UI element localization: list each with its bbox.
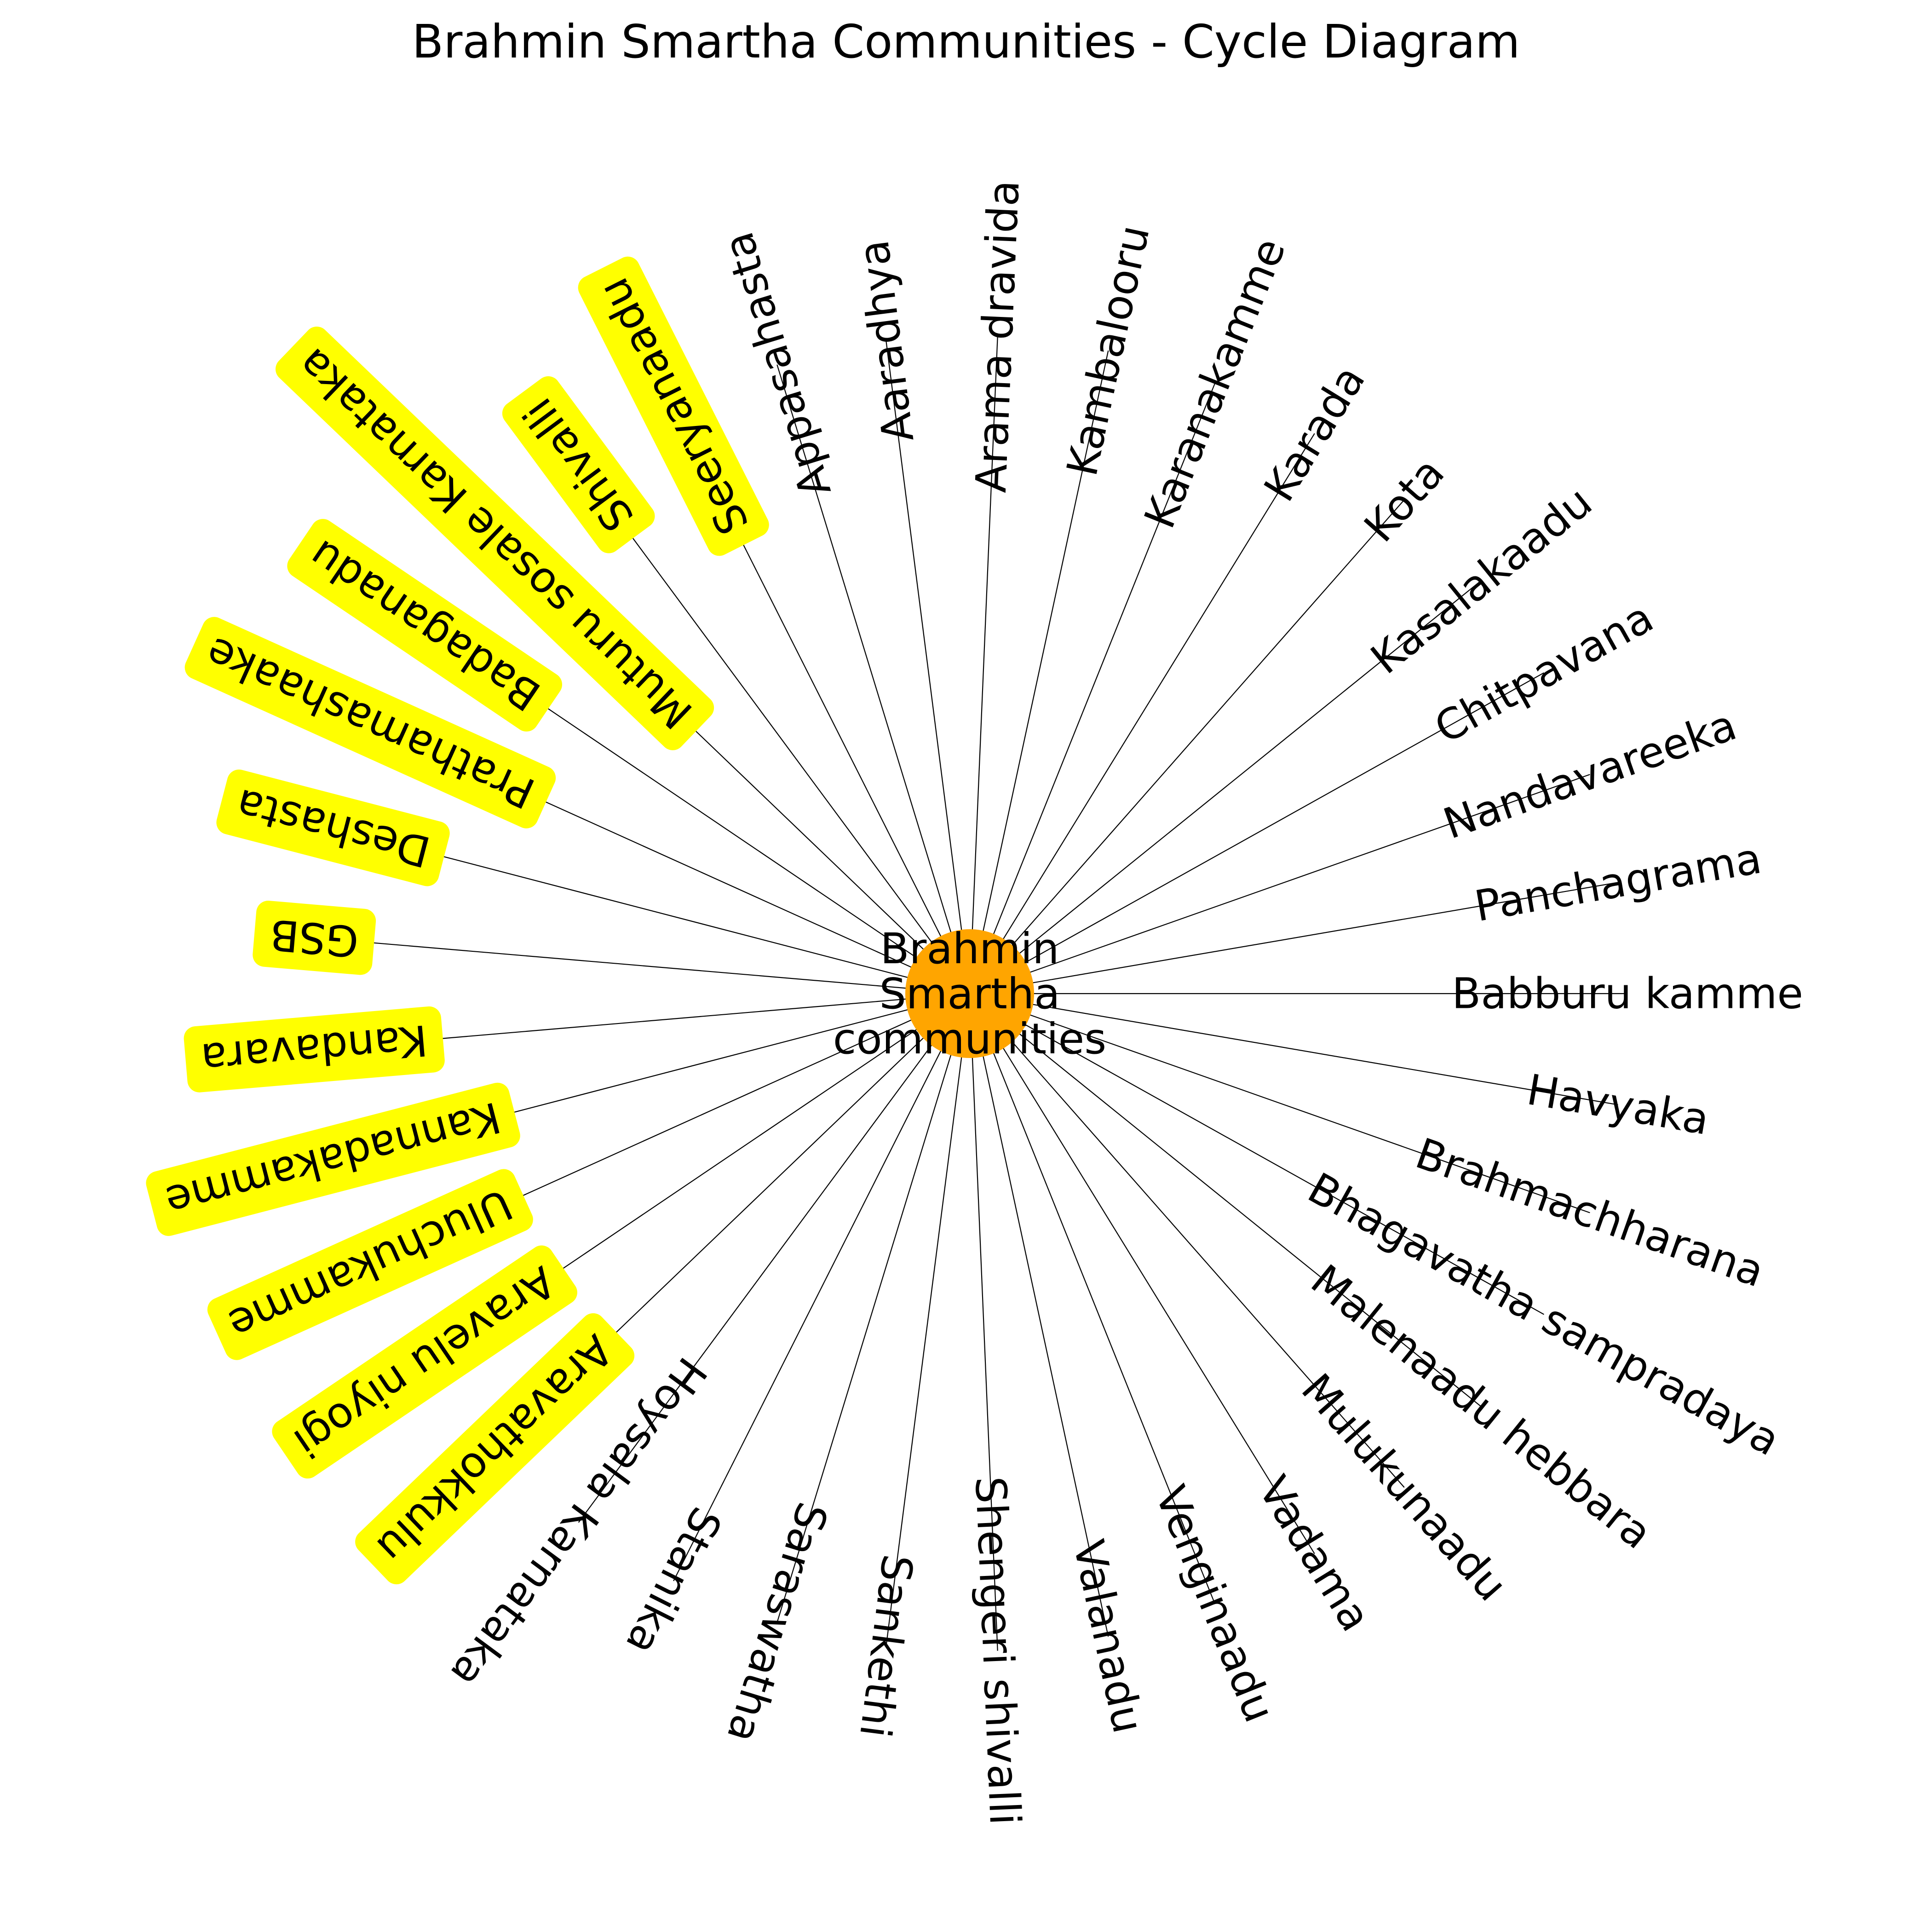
highlight-box-aravathokkulu [355, 1313, 635, 1585]
spoke-appasahasta [776, 364, 971, 994]
spoke-karada [969, 433, 1315, 994]
spoke-shivalli [578, 464, 970, 994]
highlight-box-prathamashaake [184, 617, 556, 828]
node-aaradhya: Aaradhya [849, 237, 923, 445]
highlight-box-deshasta [216, 769, 450, 886]
node-panchagrama: Panchagrama [1471, 834, 1765, 931]
spoke-karanakamme [969, 383, 1216, 994]
label-panchagrama: Panchagrama [1471, 834, 1765, 931]
node-vadama: Vadama [1248, 1468, 1380, 1640]
spoke-shengeri-shivalli [969, 993, 998, 1651]
node-sankethi: Sankethi [850, 1552, 922, 1740]
spoke-venginaadu [969, 993, 1216, 1604]
spoke-kota [969, 499, 1405, 994]
center-label-line: communities [833, 1014, 1106, 1064]
highlight-box-gsb [253, 901, 376, 975]
spoke-stanika [673, 993, 970, 1581]
label-aaradhya: Aaradhya [849, 237, 923, 445]
spoke-sankethi [886, 993, 971, 1646]
spoke-chitpavana [969, 672, 1544, 994]
spoke-nandavareeka [969, 774, 1590, 995]
label-arama-dravida: Arama dravida [966, 179, 1029, 494]
node-valanadu: Valanadu [1064, 1536, 1153, 1737]
node-kota: Kota [1355, 448, 1454, 551]
node-havyaka: Havyaka [1524, 1065, 1713, 1144]
spoke-arama-dravida [969, 336, 998, 994]
label-shengeri-shivalli: Shengeri shivalli [966, 1475, 1029, 1826]
label-gsb: GSB [268, 909, 361, 966]
spoke-brahmachharana [969, 993, 1590, 1213]
diagram-title: Brahmin Smartha Communities - Cycle Diag… [412, 15, 1520, 69]
label-babburu-kamme: Babburu kamme [1452, 969, 1803, 1018]
node-kandavara: Kandavara [184, 1006, 445, 1092]
highlight-box-shivalli [502, 376, 655, 553]
spoke-kasalakaadu [969, 580, 1482, 994]
center-label: Brahmin Smartha communities [833, 924, 1106, 1064]
spoke-malenaadu-hebbara [969, 993, 1482, 1408]
label-stanika: Stanika [616, 1500, 731, 1662]
spoke-hoysala-karnataka [578, 993, 970, 1523]
label-kambalooru: Kambalooru [1058, 221, 1159, 480]
label-saraswatha: Saraswatha [717, 1497, 837, 1748]
node-saraswatha: Saraswatha [717, 1497, 837, 1748]
spoke-gsb [314, 937, 970, 995]
highlight-box-badaganadu [287, 519, 563, 732]
highlight-box-aravelu-niyogi [272, 1245, 577, 1479]
highlight-box-seeryanaadu [578, 256, 769, 556]
label-karada: Karada [1254, 357, 1374, 510]
center-node [905, 929, 1034, 1058]
label-vadama: Vadama [1248, 1468, 1380, 1640]
label-valanadu: Valanadu [1064, 1536, 1153, 1737]
node-gsb: GSB [253, 901, 376, 975]
label-havyaka: Havyaka [1524, 1065, 1713, 1144]
spoke-aaradhya [886, 341, 971, 994]
center-label-line: Brahmin [880, 924, 1059, 973]
highlight-box-kannadakamme [146, 1082, 520, 1236]
spoke-mulukunaadu [969, 993, 1405, 1488]
node-karada: Karada [1254, 357, 1374, 510]
spoke-valanadu [969, 993, 1109, 1637]
node-shengeri-shivalli: Shengeri shivalli [966, 1475, 1029, 1826]
spoke-bhagavatha-sampradaya [969, 993, 1544, 1315]
highlight-box-uluchukamme [207, 1169, 533, 1360]
center-circle [905, 929, 1034, 1058]
node-deshasta: Deshasta [216, 769, 450, 886]
label-kota: Kota [1355, 448, 1454, 551]
spoke-panchagrama [969, 882, 1618, 995]
highlight-box-kandavara [184, 1006, 445, 1092]
highlight-box-muturu-sosale-karnataka [276, 326, 714, 750]
center-label-line: Smartha [880, 969, 1060, 1018]
spoke-havyaka [969, 993, 1618, 1105]
spoke-vadama [969, 993, 1315, 1554]
node-stanika: Stanika [616, 1500, 731, 1662]
node-babburu-kamme: Babburu kamme [1452, 969, 1803, 1018]
node-kambalooru: Kambalooru [1058, 221, 1159, 480]
node-arama-dravida: Arama dravida [966, 179, 1029, 494]
spoke-kambalooru [969, 350, 1109, 994]
label-sankethi: Sankethi [850, 1552, 922, 1740]
spoke-saraswatha [776, 993, 971, 1623]
